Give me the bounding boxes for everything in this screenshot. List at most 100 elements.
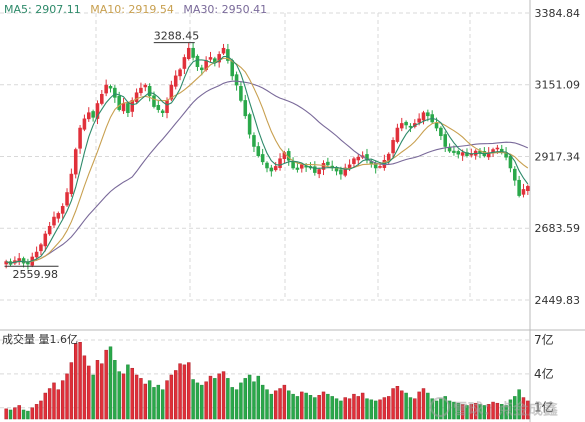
volume-bar	[473, 402, 478, 420]
volume-bar	[95, 360, 100, 420]
volume-bar	[395, 386, 400, 420]
candle-body	[191, 47, 195, 58]
candle-body	[4, 261, 8, 265]
candle-body	[439, 127, 443, 137]
candle-body	[513, 168, 517, 181]
candle-body	[260, 154, 265, 163]
volume-bar	[265, 389, 269, 420]
volume-bar	[291, 393, 295, 420]
volume-bar	[308, 395, 313, 420]
high-annotation: 3288.45	[154, 30, 200, 43]
candle-body	[517, 179, 521, 196]
price-tick-label: 3384.84	[535, 7, 581, 20]
volume-bar	[165, 380, 169, 420]
candle-body	[239, 86, 243, 101]
candle-body	[82, 118, 87, 130]
volume-tick-label: 4亿	[534, 366, 554, 381]
volume-bar	[326, 393, 330, 420]
candle-body	[408, 125, 413, 128]
volume-bar	[352, 393, 356, 420]
candle-body	[365, 154, 369, 161]
volume-bar	[143, 383, 148, 420]
candle-body	[186, 47, 191, 59]
volume-bar	[317, 395, 321, 420]
candle-body	[95, 103, 100, 119]
volume-bar	[230, 387, 234, 420]
volume-bar	[421, 388, 426, 420]
volume-bar	[460, 404, 465, 420]
volume-bar	[382, 397, 387, 420]
volume-bar	[282, 384, 287, 420]
volume-bar	[21, 409, 26, 420]
volume-bar	[56, 389, 61, 420]
volume-bar	[452, 401, 456, 420]
volume-bar	[360, 392, 365, 420]
volume-bar	[126, 364, 130, 420]
volume-bar	[504, 405, 508, 420]
volume-bar	[304, 392, 308, 420]
volume-bar	[200, 384, 204, 420]
volume-bar	[13, 407, 17, 420]
ma-legend: MA5: 2907.11 MA10: 2919.54 MA30: 2950.41	[4, 3, 273, 16]
volume-bar	[273, 390, 278, 420]
volume-bar	[252, 381, 256, 420]
candle-body	[121, 103, 126, 112]
volume-bar	[47, 388, 52, 420]
volume-bar	[243, 378, 247, 420]
volume-bar	[239, 382, 243, 420]
candle-body	[521, 189, 526, 195]
candle-body	[65, 192, 69, 206]
volume-bar	[373, 400, 378, 420]
candle-body	[182, 57, 187, 69]
volume-bar	[386, 396, 391, 420]
volume-bar	[139, 378, 143, 420]
candle-body	[243, 100, 248, 117]
volume-bar	[408, 397, 413, 420]
volume-bar	[113, 360, 117, 420]
volume-bar	[269, 393, 274, 420]
candle-body	[378, 166, 382, 168]
candle-body	[69, 173, 74, 195]
volume-bar	[347, 398, 352, 420]
candle-body	[113, 87, 117, 98]
volume-bar	[300, 391, 304, 420]
candle-body	[426, 112, 430, 117]
volume-bar	[417, 391, 421, 420]
volume-bar	[169, 374, 174, 420]
candle-body	[391, 140, 395, 154]
candle-body	[447, 147, 452, 152]
volume-bar	[191, 379, 195, 420]
candle-body	[247, 114, 252, 135]
volume-bar	[234, 389, 239, 420]
candle-body	[86, 112, 91, 120]
candle-body	[226, 49, 230, 61]
volume-bar	[343, 397, 347, 420]
candle-body	[221, 47, 226, 54]
volume-bar	[134, 374, 139, 420]
candle-body	[421, 112, 426, 121]
candle-body	[443, 134, 448, 147]
candle-body	[508, 155, 513, 169]
volume-bar	[287, 390, 291, 420]
volume-bar	[256, 375, 261, 420]
volume-bar	[465, 405, 469, 420]
volume-bar	[147, 380, 152, 420]
candle-body	[117, 95, 121, 110]
volume-bar	[278, 388, 282, 420]
candle-body	[343, 167, 348, 176]
ma10-line	[6, 57, 529, 264]
candle-body	[143, 84, 148, 88]
snowball-logo-icon	[430, 397, 450, 417]
volume-bar	[69, 362, 74, 420]
volume-bar	[178, 363, 182, 420]
candle-body	[313, 166, 317, 173]
candle-body	[404, 121, 408, 126]
candle-body	[60, 206, 65, 214]
candle-body	[200, 67, 204, 71]
volume-bar	[313, 397, 317, 420]
candle-body	[486, 152, 491, 158]
candle-body	[52, 216, 56, 226]
volume-bar	[182, 364, 187, 420]
volume-bar	[39, 400, 43, 420]
volume-bar	[247, 374, 252, 420]
